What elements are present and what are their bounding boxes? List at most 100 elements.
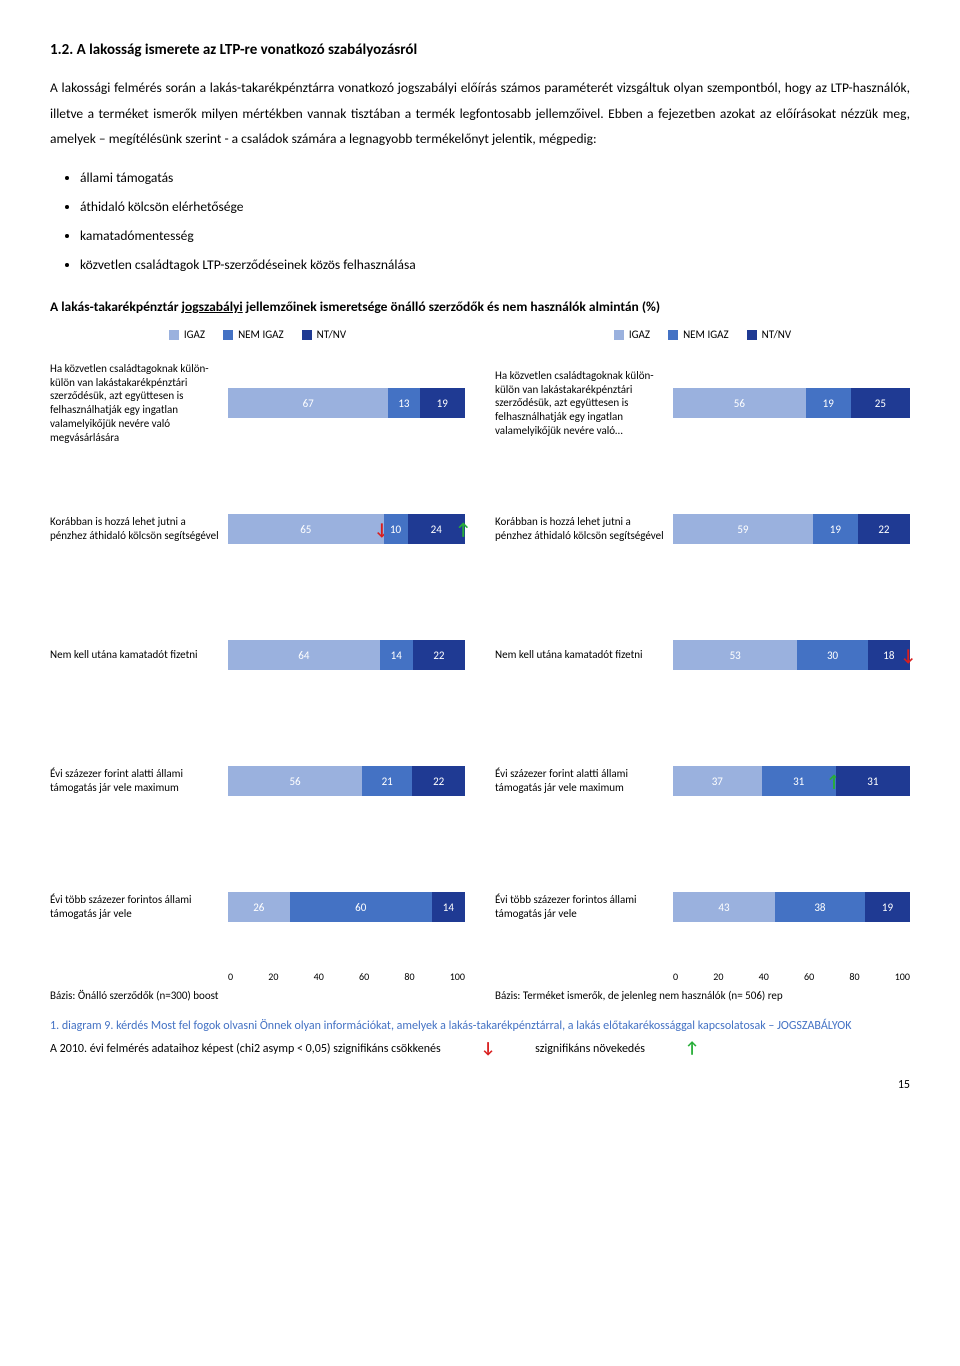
arrow-up-icon: ↑	[456, 518, 471, 542]
legend-label: NEM IGAZ	[238, 327, 284, 342]
axis-tick: 100	[895, 970, 910, 984]
axis-tick: 0	[673, 970, 678, 984]
bar-row: Ha közvetlen családtagoknak külön-külön …	[495, 358, 910, 448]
bar-stack: 533018↓	[673, 640, 910, 670]
bar-row: Évi százezer forint alatti állami támoga…	[495, 736, 910, 826]
bar-segment: 38	[775, 892, 865, 922]
bar-segment: 14	[380, 640, 413, 670]
axis-tick: 0	[228, 970, 233, 984]
arrow-up-icon: ↑	[685, 1038, 699, 1060]
bar-area: 641422	[228, 640, 465, 670]
bar-segment: 19	[420, 388, 465, 418]
arrow-down-icon: ↓	[901, 644, 916, 668]
axis-tick: 60	[804, 970, 814, 984]
bar-area: 671319	[228, 388, 465, 418]
bar-segment: 67	[228, 388, 388, 418]
basis-text: Bázis: Terméket ismerők, de jelenleg nem…	[495, 988, 910, 1003]
bar-area: 266014	[228, 892, 465, 922]
bar-area: 65↓1024↑	[228, 514, 465, 544]
bar-area: 562122	[228, 766, 465, 796]
bar-label: Évi százezer forint alatti állami támoga…	[50, 767, 220, 795]
bar-segment: 22	[858, 514, 910, 544]
legend-item: IGAZ	[169, 327, 205, 342]
bar-segment: 18↓	[868, 640, 910, 670]
bar-row: Évi több százezer forintos állami támoga…	[495, 862, 910, 952]
bullet-item: állami támogatás	[80, 164, 910, 191]
bar-label: Nem kell utána kamatadót fizetni	[495, 648, 665, 662]
figure-caption: 1. diagram 9. kérdés Most fel fogok olva…	[50, 1018, 910, 1035]
bar-row: Nem kell utána kamatadót fizetni 641422	[50, 610, 465, 700]
bar-area: 591922	[673, 514, 910, 544]
axis-tick: 20	[713, 970, 723, 984]
bar-stack: 561925	[673, 388, 910, 418]
legend-swatch	[668, 330, 678, 340]
footnote-right: szignifikáns növekedés	[535, 1041, 645, 1058]
x-axis: 020406080100	[50, 970, 465, 984]
axis-tick: 40	[314, 970, 324, 984]
page-number: 15	[50, 1077, 910, 1094]
legend-item: NT/NV	[747, 327, 791, 342]
charts-container: IGAZ NEM IGAZ NT/NV Ha közvetlen családtago…	[50, 327, 910, 1004]
bar-segment: 64	[228, 640, 380, 670]
bar-stack: 65↓1024↑	[228, 514, 465, 544]
legend-swatch	[302, 330, 312, 340]
bar-area: 533018↓	[673, 640, 910, 670]
intro-paragraph: A lakossági felmérés során a lakás-takar…	[50, 75, 910, 152]
legend-label: IGAZ	[629, 327, 650, 342]
axis-tick: 80	[849, 970, 859, 984]
legend-label: NEM IGAZ	[683, 327, 729, 342]
section-heading: 1.2. A lakosság ismerete az LTP-re vonat…	[50, 40, 910, 61]
legend-item: NEM IGAZ	[223, 327, 284, 342]
bar-segment: 56	[673, 388, 806, 418]
bar-segment: 10	[384, 514, 408, 544]
bullet-item: kamatadómentesség	[80, 222, 910, 249]
bar-segment: 19	[865, 892, 910, 922]
bar-row: Nem kell utána kamatadót fizetni 533018↓	[495, 610, 910, 700]
bar-area: 3731↑31	[673, 766, 910, 796]
axis-tick: 20	[268, 970, 278, 984]
bar-label: Ha közvetlen családtagoknak külön-külön …	[495, 369, 665, 438]
bar-segment: 30	[797, 640, 867, 670]
legend-label: IGAZ	[184, 327, 205, 342]
bar-segment: 14	[432, 892, 465, 922]
bar-label: Ha közvetlen családtagoknak külön-külön …	[50, 362, 220, 445]
bar-segment: 21	[362, 766, 412, 796]
bar-stack: 3731↑31	[673, 766, 910, 796]
legend-label: NT/NV	[762, 327, 791, 342]
legend-label: NT/NV	[317, 327, 346, 342]
bar-stack: 591922	[673, 514, 910, 544]
legend-swatch	[747, 330, 757, 340]
bar-segment: 43	[673, 892, 775, 922]
bullet-item: közvetlen családtagok LTP-szerződéseinek…	[80, 251, 910, 278]
basis-text: Bázis: Önálló szerződők (n=300) boost	[50, 988, 465, 1003]
bar-row: Korábban is hozzá lehet jutni a pénzhez …	[495, 484, 910, 574]
bar-segment: 31	[836, 766, 910, 796]
bar-segment: 13	[388, 388, 419, 418]
bar-area: 433819	[673, 892, 910, 922]
bar-segment: 65↓	[228, 514, 384, 544]
bar-label: Korábban is hozzá lehet jutni a pénzhez …	[50, 515, 220, 543]
legend: IGAZ NEM IGAZ NT/NV	[495, 327, 910, 342]
bar-row: Ha közvetlen családtagoknak külön-külön …	[50, 358, 465, 448]
bar-segment: 19	[806, 388, 851, 418]
axis-tick: 80	[404, 970, 414, 984]
bullet-list: állami támogatás áthidaló kölcsön elérhe…	[80, 164, 910, 278]
bar-label: Korábban is hozzá lehet jutni a pénzhez …	[495, 515, 665, 543]
legend-swatch	[169, 330, 179, 340]
bar-segment: 26	[228, 892, 290, 922]
footnote-row: A 2010. évi felmérés adataihoz képest (c…	[50, 1038, 910, 1060]
bar-stack: 671319	[228, 388, 465, 418]
bar-label: Évi százezer forint alatti állami támoga…	[495, 767, 665, 795]
bar-label: Nem kell utána kamatadót fizetni	[50, 648, 220, 662]
bar-row: Évi százezer forint alatti állami támoga…	[50, 736, 465, 826]
legend-swatch	[614, 330, 624, 340]
legend-item: NEM IGAZ	[668, 327, 729, 342]
bar-segment: 53	[673, 640, 797, 670]
bar-label: Évi több százezer forintos állami támoga…	[495, 893, 665, 921]
legend-item: NT/NV	[302, 327, 346, 342]
bar-segment: 37	[673, 766, 762, 796]
bar-row: Évi több százezer forintos állami támoga…	[50, 862, 465, 952]
bar-segment: 25	[851, 388, 910, 418]
bar-segment: 59	[673, 514, 813, 544]
legend-swatch	[223, 330, 233, 340]
